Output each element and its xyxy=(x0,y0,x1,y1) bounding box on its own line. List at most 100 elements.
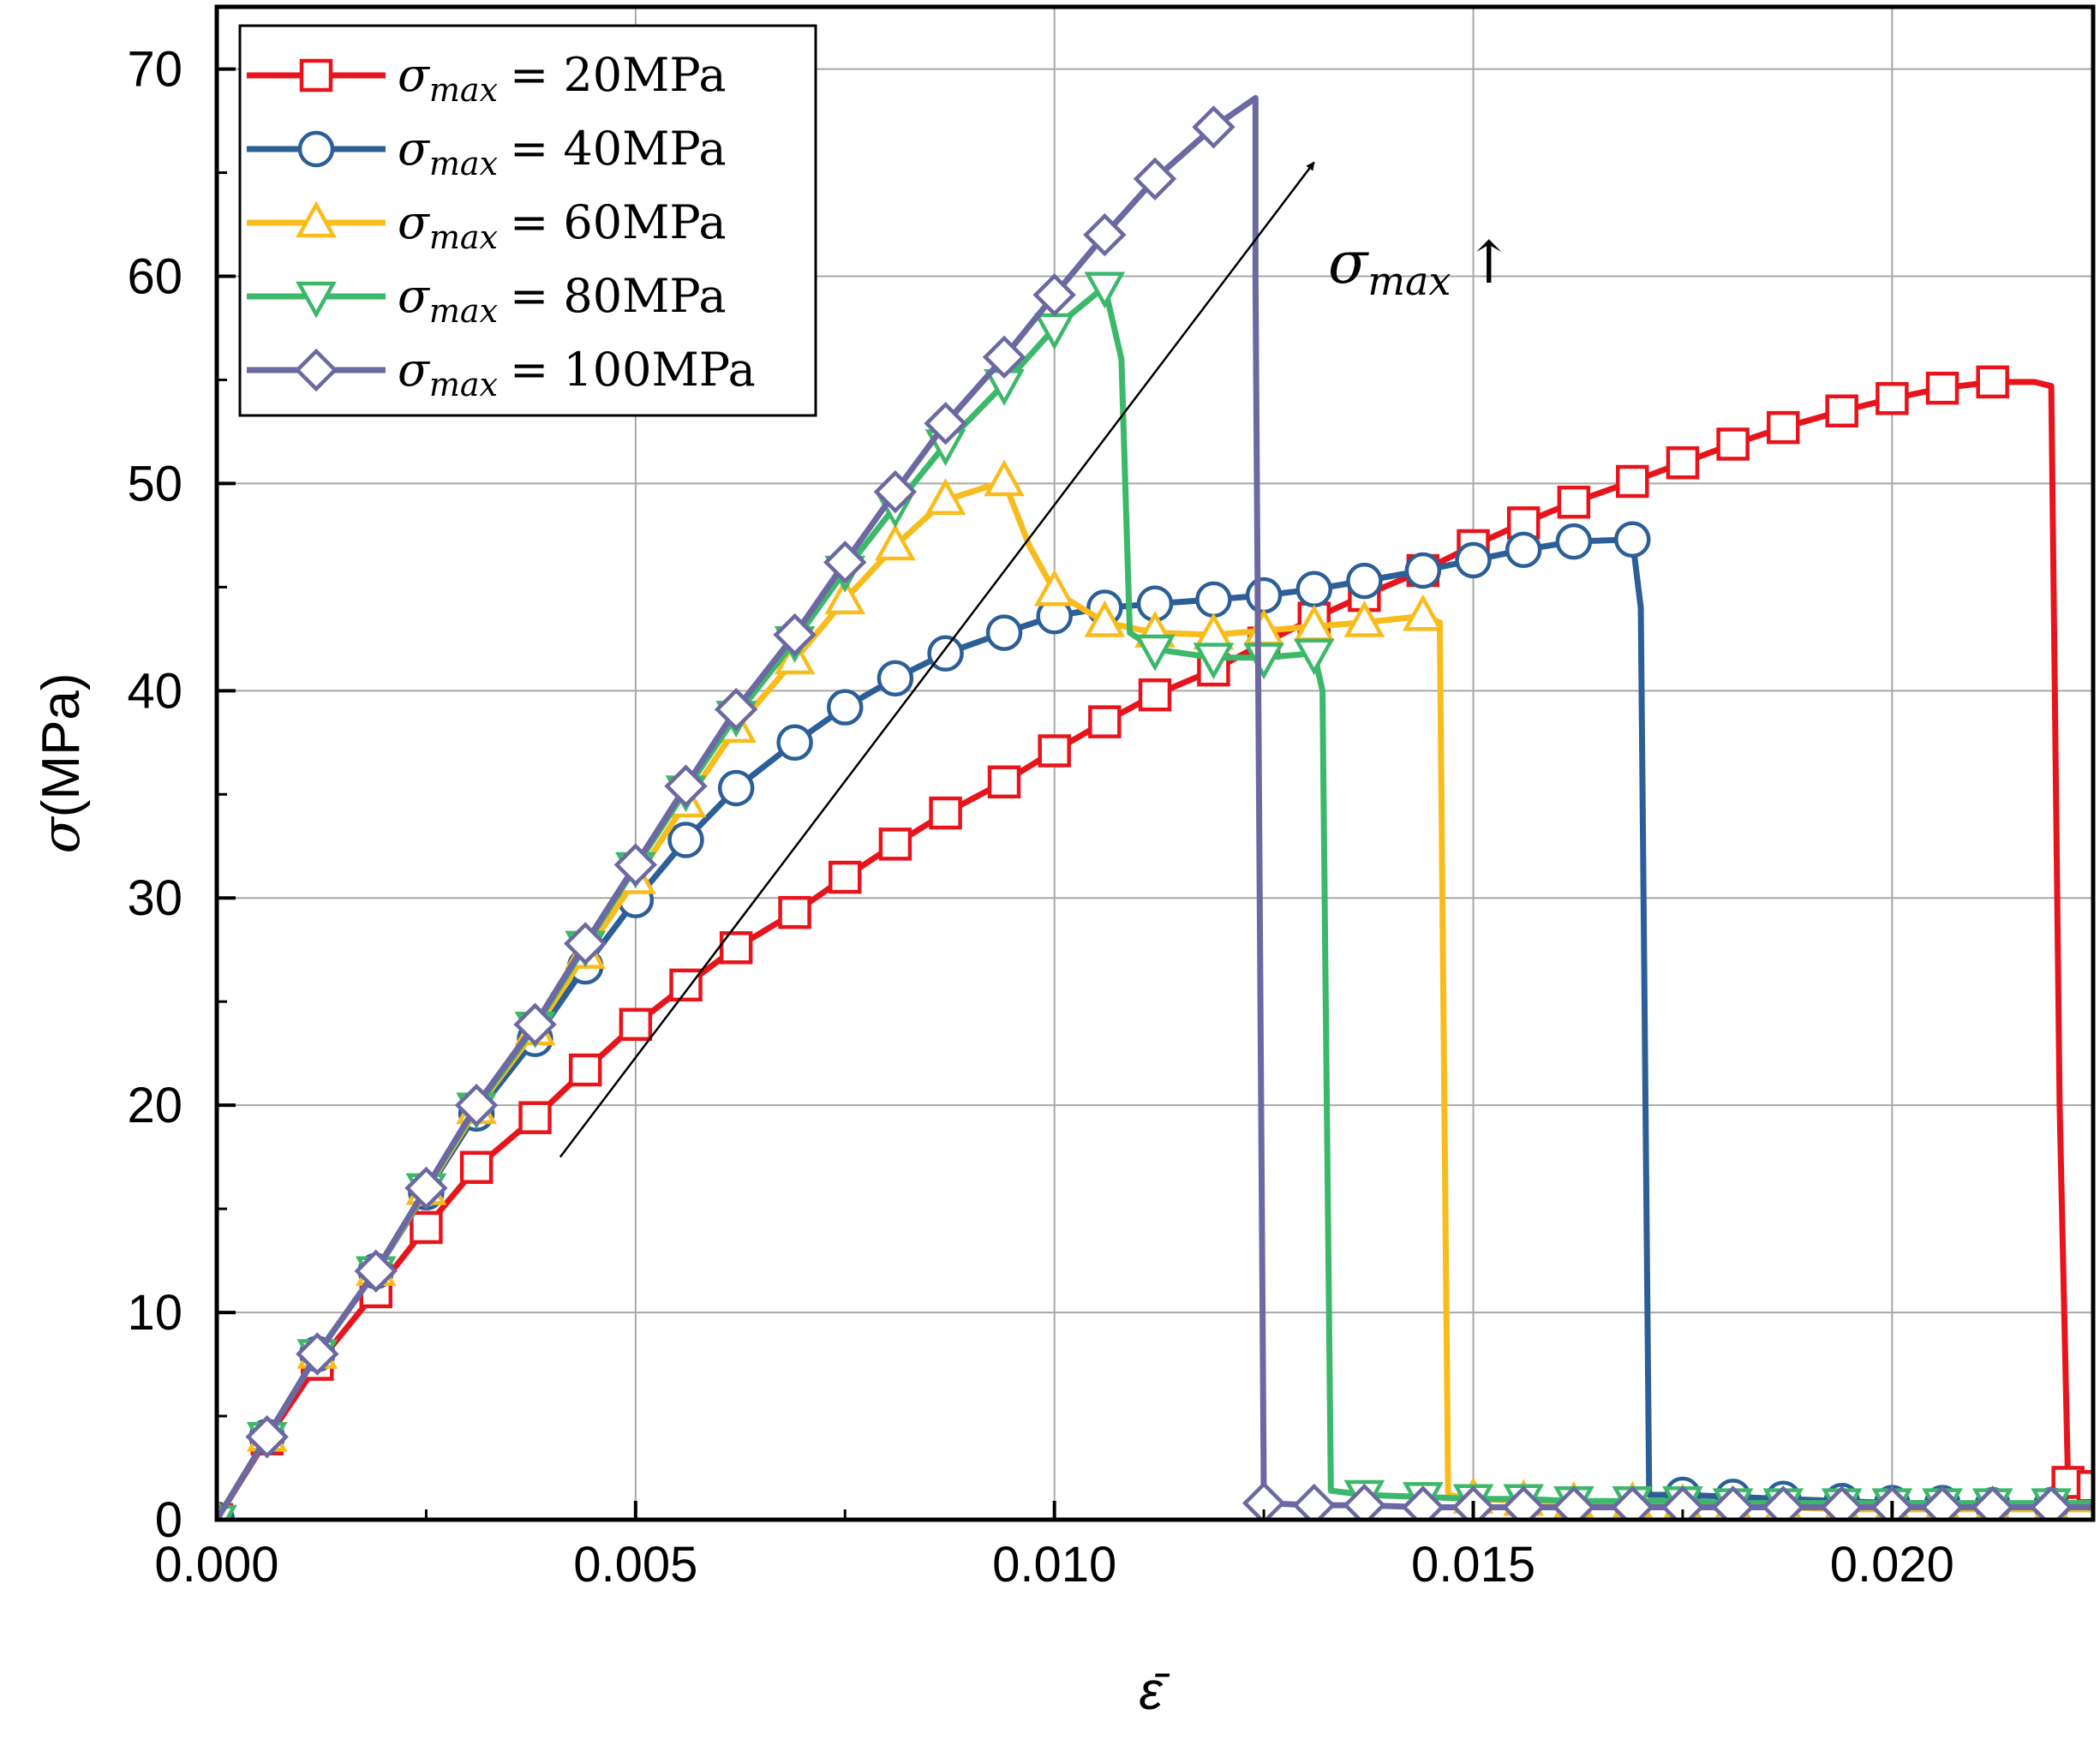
legend-symbol: σ xyxy=(398,269,431,323)
data-point xyxy=(297,130,335,168)
y-tick-label: 20 xyxy=(127,1078,182,1133)
data-point xyxy=(1038,734,1071,768)
data-point xyxy=(354,1249,398,1293)
data-point xyxy=(664,764,708,808)
legend-symbol: σ xyxy=(398,195,431,249)
data-point xyxy=(1133,157,1177,200)
data-point xyxy=(1138,678,1172,712)
data-point xyxy=(1293,638,1335,676)
axis-ticks xyxy=(215,67,1894,1521)
data-point xyxy=(2029,1485,2073,1520)
data-point xyxy=(776,724,813,762)
annotation-arrow-glyph: ↑ xyxy=(1464,230,1513,297)
data-point xyxy=(873,469,918,514)
data-point xyxy=(982,335,1026,379)
y-tick-label: 70 xyxy=(127,42,182,98)
data-point xyxy=(1614,521,1651,558)
x-tick-label: 0.000 xyxy=(154,1537,278,1593)
data-point xyxy=(1295,571,1333,608)
data-point xyxy=(1767,410,1800,445)
data-point xyxy=(1552,1485,1596,1520)
series-layer xyxy=(217,94,2093,1520)
legend-entry: σmax = 80MPa xyxy=(247,269,727,330)
legend-value: = 100MPa xyxy=(510,343,756,397)
data-point xyxy=(1343,1483,1386,1520)
legend-entry: σmax = 100MPa xyxy=(247,343,756,403)
data-point xyxy=(985,614,1023,651)
data-point xyxy=(1292,1483,1336,1520)
legend-entry: σmax = 60MPa xyxy=(247,195,727,256)
data-point xyxy=(1557,485,1591,519)
data-point xyxy=(984,459,1025,497)
data-point xyxy=(878,828,912,861)
annotation-arrow xyxy=(559,161,1315,1158)
data-point xyxy=(876,660,914,697)
data-point xyxy=(1088,705,1122,738)
legend-entry: σmax = 20MPa xyxy=(247,48,727,109)
y-axis-symbol: σ xyxy=(29,816,92,854)
data-point xyxy=(294,348,338,392)
data-point xyxy=(823,541,867,584)
x-tick-label: 0.010 xyxy=(992,1537,1116,1593)
legend-subscript: max xyxy=(429,292,498,330)
data-point xyxy=(827,689,864,726)
x-tick-labels: 0.000 0.005 0.010 0.015 0.020 xyxy=(154,1537,1954,1593)
series-80mpa xyxy=(217,272,2093,1520)
data-point xyxy=(1346,562,1383,600)
y-tick-label: 10 xyxy=(127,1285,182,1341)
data-point xyxy=(1825,394,1858,427)
data-point xyxy=(513,1002,557,1046)
data-point xyxy=(1403,594,1444,631)
annotation-subscript: max xyxy=(1367,258,1451,304)
data-point xyxy=(1501,1485,1546,1520)
legend-subscript: max xyxy=(429,218,498,256)
legend-label: σmax = 100MPa xyxy=(398,343,756,403)
legend-label: σmax = 20MPa xyxy=(398,48,727,109)
data-point xyxy=(299,58,333,93)
y-axis-label: σ(MPa) xyxy=(29,672,92,853)
x-axis-label: ε̄ xyxy=(1139,1662,1170,1721)
data-point xyxy=(1762,1485,1805,1520)
legend-subscript: max xyxy=(429,366,498,403)
legend-value: = 40MPa xyxy=(510,122,727,176)
data-point xyxy=(568,1053,602,1087)
legend-subscript: max xyxy=(429,145,498,182)
data-point xyxy=(1033,569,1075,607)
legend-symbol: σ xyxy=(398,122,431,176)
data-point xyxy=(1193,642,1235,680)
data-point xyxy=(1616,464,1649,499)
data-point xyxy=(669,968,703,1002)
x-tick-label: 0.020 xyxy=(1830,1537,1954,1593)
data-point xyxy=(1245,577,1283,614)
data-point xyxy=(1660,1485,1705,1520)
data-point xyxy=(829,860,862,894)
data-point xyxy=(717,769,755,807)
data-point xyxy=(1716,427,1750,461)
data-point xyxy=(778,895,811,929)
annotation-symbol: σ xyxy=(1328,230,1369,297)
data-point xyxy=(1032,273,1076,317)
data-point xyxy=(1666,445,1700,480)
data-point xyxy=(1195,581,1232,619)
y-axis-unit: (MPa) xyxy=(32,672,91,817)
data-point xyxy=(1241,1481,1286,1520)
data-point xyxy=(1505,531,1542,569)
data-point xyxy=(987,765,1021,799)
data-point xyxy=(296,281,337,319)
series-100mpa xyxy=(217,94,2093,1520)
y-tick-label: 60 xyxy=(127,248,182,304)
legend-subscript: max xyxy=(429,71,498,109)
legend-entry: σmax = 40MPa xyxy=(247,122,727,182)
data-point xyxy=(1876,381,1909,415)
data-point xyxy=(1084,600,1126,637)
data-point xyxy=(1920,1485,1965,1520)
data-point xyxy=(1083,212,1127,257)
y-tick-label: 30 xyxy=(127,870,182,926)
data-point xyxy=(927,635,964,672)
data-point xyxy=(404,1166,448,1210)
data-point xyxy=(924,402,967,445)
data-point xyxy=(563,922,607,965)
y-tick-label: 0 xyxy=(155,1492,182,1548)
